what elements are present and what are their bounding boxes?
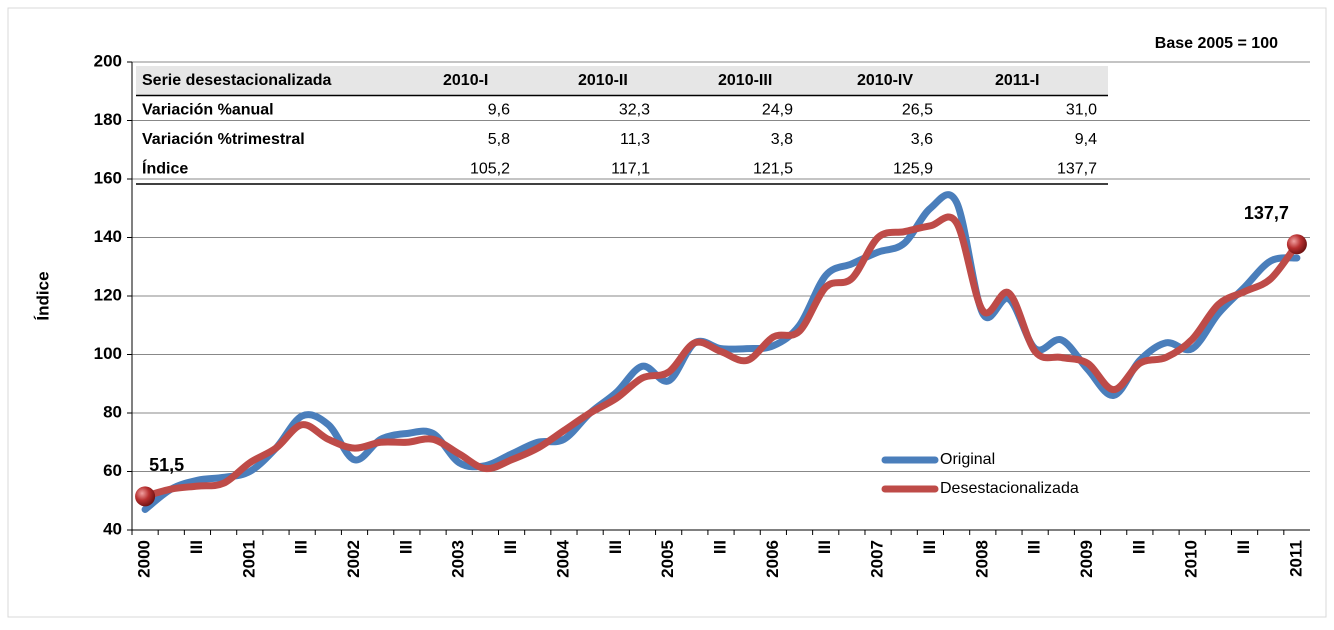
x-tick-label: 2005 [658, 540, 677, 578]
x-tick-label: III [606, 540, 625, 554]
y-axis-label: Índice [33, 271, 52, 320]
table-header: 2010-II [578, 72, 628, 89]
x-tick-label: III [292, 540, 311, 554]
x-tick-label: III [1129, 540, 1148, 554]
table-cell: 5,8 [488, 131, 510, 148]
chart-frame [7, 7, 1327, 618]
y-tick-label: 80 [103, 402, 122, 421]
y-tick-label: 200 [94, 51, 122, 70]
y-tick-label: 100 [94, 344, 122, 363]
table-cell: 3,8 [771, 131, 793, 148]
legend-label: Desestacionalizada [940, 480, 1079, 497]
x-tick-label: III [920, 540, 939, 554]
x-tick-label: 2000 [135, 540, 154, 578]
series-line [141, 191, 1301, 514]
table-cell: 121,5 [753, 160, 793, 177]
y-tick-label: 160 [94, 168, 122, 187]
x-tick-label: III [187, 540, 206, 554]
table-row-label: Variación %trimestral [142, 131, 305, 148]
x-tick-label: 2002 [344, 540, 363, 578]
x-tick-label: 2004 [553, 539, 572, 577]
x-tick-label: 2003 [449, 540, 468, 578]
table-cell: 24,9 [762, 101, 793, 118]
x-tick-label: III [396, 540, 415, 554]
end-marker [135, 486, 156, 507]
table-header: 2011-I [995, 72, 1039, 89]
table-header: Serie desestacionalizada [142, 72, 332, 89]
y-tick-label: 120 [94, 285, 122, 304]
x-tick-label: III [1234, 540, 1253, 554]
table-cell: 9,4 [1075, 131, 1097, 148]
table-cell: 26,5 [902, 101, 933, 118]
x-tick-label: 2008 [972, 540, 991, 578]
x-tick-label: III [1025, 540, 1044, 554]
table-cell: 137,7 [1057, 160, 1097, 177]
x-tick-label: 2001 [239, 540, 258, 578]
x-tick-label: 2007 [868, 540, 887, 578]
end-marker [1286, 234, 1307, 255]
series-line [141, 213, 1301, 500]
x-tick-label: III [815, 540, 834, 554]
table-cell: 117,1 [611, 160, 650, 177]
x-tick-label: III [710, 540, 729, 554]
y-tick-label: 180 [94, 110, 122, 129]
table-cell: 9,6 [488, 101, 510, 118]
table-cell: 3,6 [911, 131, 933, 148]
x-tick-label: III [501, 540, 520, 554]
table-row-label: Índice [142, 158, 188, 177]
table-header: 2010-IV [857, 72, 913, 89]
y-tick-label: 40 [103, 519, 122, 538]
table-cell: 32,3 [619, 101, 650, 118]
table-cell: 11,3 [620, 131, 650, 148]
data-label: 137,7 [1244, 203, 1289, 223]
table-header: 2010-III [718, 72, 772, 89]
y-tick-label: 60 [103, 461, 122, 480]
x-tick-label: 2009 [1077, 540, 1096, 578]
y-tick-label: 140 [94, 227, 122, 246]
x-tick-label: 2010 [1182, 540, 1201, 578]
legend-label: Original [940, 451, 995, 468]
data-label: 51,5 [149, 455, 184, 475]
x-tick-label: 2011 [1286, 540, 1305, 577]
note: Base 2005 = 100 [1155, 35, 1278, 52]
table-row-label: Variación %anual [142, 101, 274, 118]
table-header: 2010-I [443, 72, 488, 89]
table-header-bg [136, 66, 1108, 96]
table-cell: 125,9 [893, 160, 933, 177]
x-tick-label: 2006 [763, 540, 782, 578]
table-cell: 31,0 [1066, 101, 1097, 118]
table-cell: 105,2 [470, 160, 510, 177]
